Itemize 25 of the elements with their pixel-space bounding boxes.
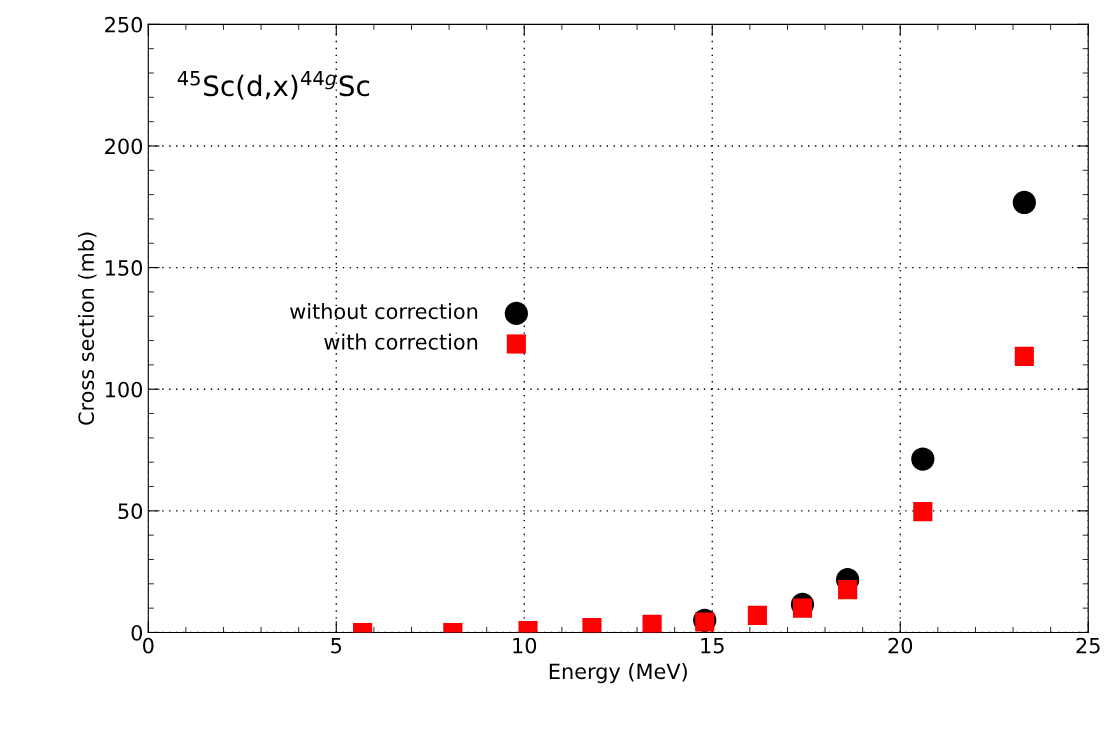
point [792, 598, 813, 618]
point [1014, 346, 1034, 366]
point [747, 605, 767, 626]
y-tick-label: 50 [118, 503, 143, 520]
point [838, 580, 858, 600]
y-tick-label: 150 [105, 260, 143, 276]
point [911, 447, 935, 471]
x-axis-title: Energy (MeV) [549, 663, 687, 684]
y-tick-label: 250 [105, 16, 143, 33]
x-tick-label: 25 [1076, 637, 1100, 654]
point [913, 502, 933, 522]
x-tick-label: 10 [513, 637, 537, 654]
y-tick-label: 100 [105, 381, 143, 398]
legend-label: without correction [290, 303, 478, 320]
y-tick-label: 0 [131, 624, 143, 641]
x-tick-label: 20 [888, 637, 913, 654]
legend-label: with correction [324, 333, 478, 350]
x-tick-label: 0 [143, 637, 154, 654]
point [642, 614, 662, 633]
y-tick-label: 200 [105, 138, 143, 155]
y-axis-title: Cross section (mb) [77, 232, 97, 425]
x-tick-label: 5 [331, 637, 342, 654]
point [1012, 190, 1036, 215]
x-tick-label: 15 [701, 637, 724, 654]
annotation: $^{45}$Sc(d,x)$^{44g}$Sc [177, 71, 370, 100]
